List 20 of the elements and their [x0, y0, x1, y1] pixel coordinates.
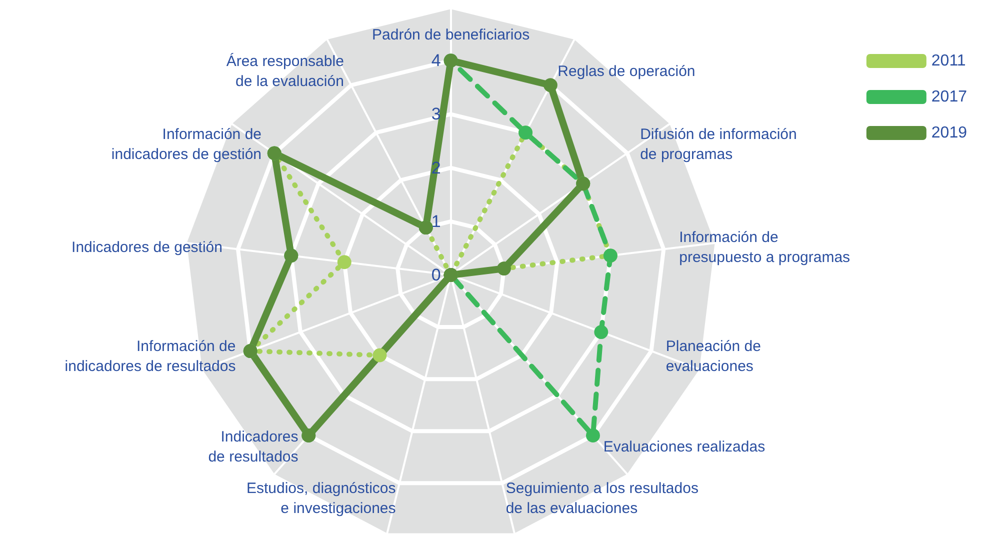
- legend-label: 2019: [931, 124, 968, 142]
- spoke-label: Área responsable de la evaluación: [226, 52, 344, 90]
- spoke-label: Padrón de beneficiarios: [372, 26, 530, 44]
- spoke-label: Información de presupuesto a programas: [679, 228, 850, 266]
- legend-label: 2017: [931, 88, 968, 106]
- spoke-label: Planeación de evaluaciones: [666, 338, 761, 376]
- spoke-label: Difusión de información de programas: [640, 126, 797, 163]
- spoke-label: Indicadores de resultados: [208, 428, 298, 466]
- y-tick-label: 0: [431, 266, 441, 284]
- y-tick-label: 4: [431, 51, 441, 70]
- y-tick-label: 3: [431, 104, 441, 124]
- spoke-label: Evaluaciones realizadas: [603, 438, 766, 456]
- spoke-label: Estudios, diagnósticos e investigaciones: [246, 480, 396, 517]
- spoke-label: Seguimiento a los resultados de las evaluaciones: [506, 480, 698, 517]
- spoke-label: Información de indicadores de gestión: [111, 126, 262, 163]
- legend-label: 2011: [931, 52, 966, 70]
- spoke-label: Indicadores de gestión: [72, 238, 222, 256]
- spoke-label: Reglas de operación: [558, 62, 696, 80]
- y-tick-label: 1: [431, 212, 441, 231]
- spoke-label: Información de indicadores de resultados: [64, 338, 236, 376]
